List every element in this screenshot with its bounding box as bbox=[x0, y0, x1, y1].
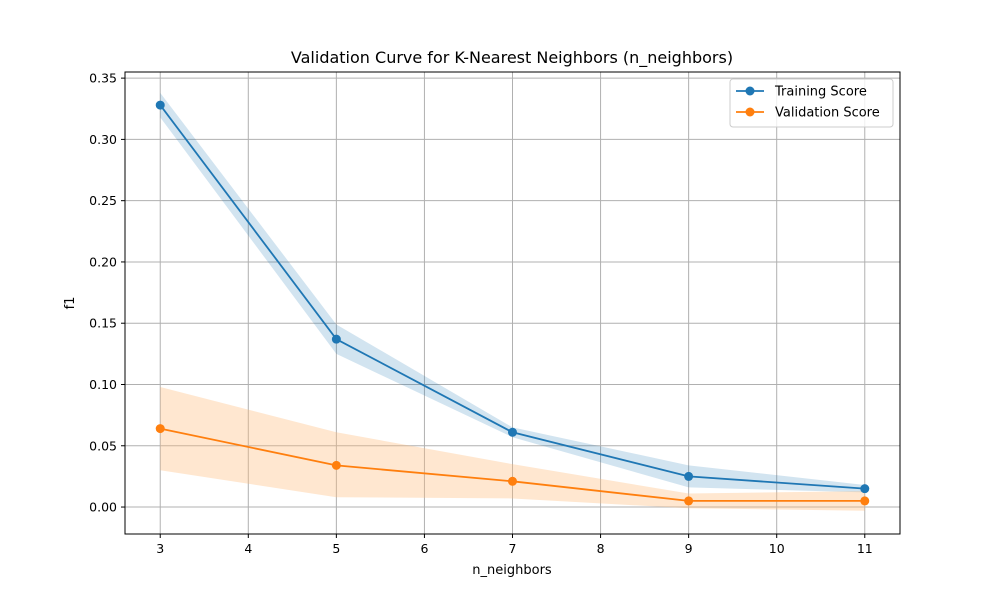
x-axis-ticks: 3 4 5 6 7 8 9 10 11 bbox=[156, 534, 873, 556]
grid bbox=[125, 72, 900, 534]
x-tick-label: 8 bbox=[597, 541, 605, 556]
validation-point bbox=[860, 496, 870, 506]
training-point bbox=[155, 100, 165, 110]
training-point bbox=[508, 427, 517, 437]
training-point bbox=[331, 334, 341, 344]
legend-label: Validation Score bbox=[775, 106, 880, 121]
x-tick-label: 9 bbox=[685, 541, 693, 556]
y-axis-label: f1 bbox=[63, 297, 78, 310]
x-tick-label: 10 bbox=[769, 541, 785, 556]
legend-marker bbox=[745, 86, 755, 96]
y-tick-label: 0.30 bbox=[89, 132, 117, 147]
y-tick-label: 0.35 bbox=[89, 71, 117, 86]
y-tick-label: 0.25 bbox=[89, 193, 117, 208]
training-point bbox=[684, 471, 694, 481]
legend: Training Score Validation Score bbox=[729, 78, 894, 128]
y-tick-label: 0.20 bbox=[89, 254, 117, 269]
legend-box bbox=[729, 78, 894, 128]
x-tick-label: 4 bbox=[244, 541, 252, 556]
y-axis-ticks: 0.00 0.05 0.10 0.15 0.20 0.25 0.30 0.35 bbox=[89, 71, 125, 515]
training-point bbox=[860, 484, 870, 494]
x-tick-label: 5 bbox=[332, 541, 340, 556]
legend-label: Training Score bbox=[774, 85, 867, 100]
y-tick-label: 0.10 bbox=[89, 377, 117, 392]
y-tick-label: 0.05 bbox=[89, 438, 117, 453]
series-markers bbox=[155, 100, 870, 506]
validation-point bbox=[331, 460, 341, 470]
y-tick-label: 0.00 bbox=[89, 500, 117, 515]
x-tick-label: 7 bbox=[509, 541, 517, 556]
validation-point bbox=[508, 476, 517, 486]
x-axis-label: n_neighbors bbox=[472, 563, 552, 578]
chart-title: Validation Curve for K-Nearest Neighbors… bbox=[291, 48, 733, 68]
x-tick-label: 11 bbox=[857, 541, 873, 556]
x-tick-label: 6 bbox=[420, 541, 428, 556]
validation-point bbox=[155, 424, 165, 434]
y-tick-label: 0.15 bbox=[89, 316, 117, 331]
band-validation bbox=[160, 386, 865, 511]
validation-point bbox=[684, 496, 694, 506]
x-tick-label: 3 bbox=[156, 541, 164, 556]
legend-marker bbox=[745, 107, 755, 117]
